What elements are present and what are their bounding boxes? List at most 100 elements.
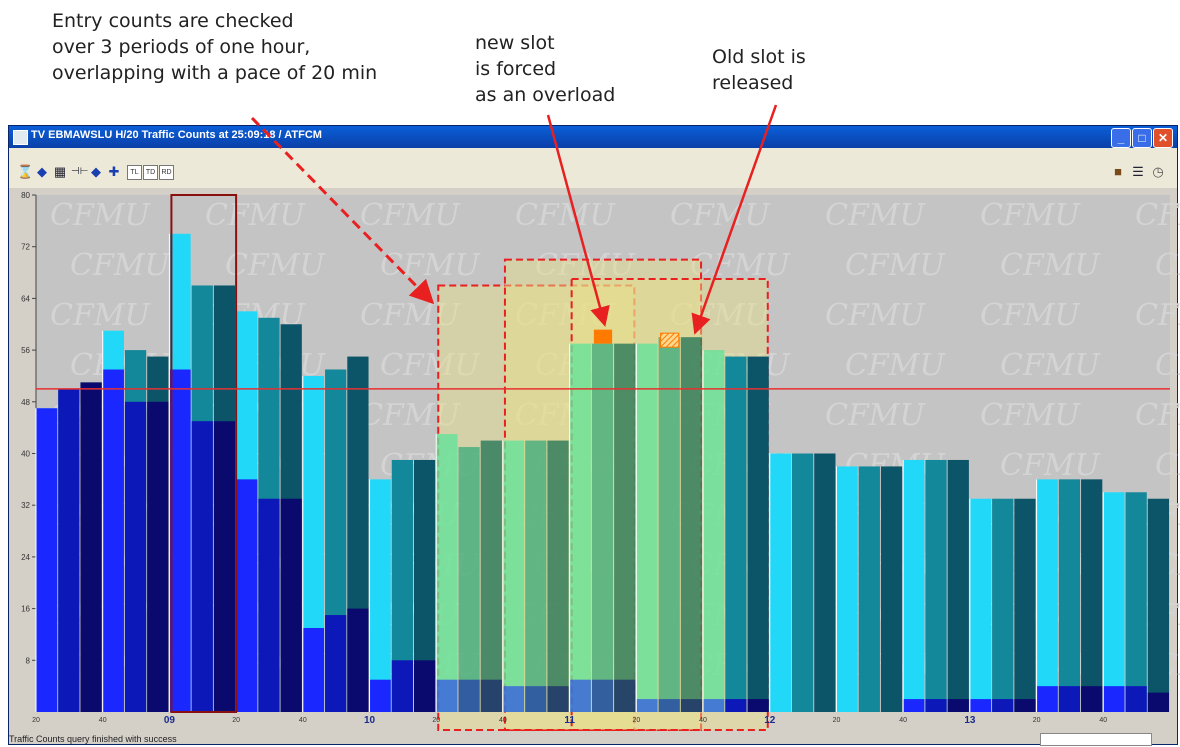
bar-inner-flow xyxy=(658,699,680,712)
crosshair-icon[interactable]: ✚ xyxy=(108,164,120,179)
highlight-box xyxy=(170,194,238,713)
bar-inner-flow xyxy=(1036,686,1058,712)
watermark-text: CFMU xyxy=(380,348,481,383)
bar xyxy=(1125,492,1147,712)
bar-inner-flow xyxy=(480,679,502,712)
watermark-text: CFMU xyxy=(670,198,771,233)
bar xyxy=(969,498,992,712)
watermark-text: CFMU xyxy=(50,298,151,333)
y-tick-label: 8 xyxy=(26,656,31,665)
tl-toggle-button[interactable]: TL xyxy=(127,165,142,180)
toolbar: ⌛ ◆ ▦ ⊣⊢ ◆ ✚ TL TD RD ■ ☰ ◷ xyxy=(9,148,1177,188)
bar-inner-flow xyxy=(302,627,325,712)
rd-toggle-button[interactable]: RD xyxy=(159,165,174,180)
x-minute-label: 20 xyxy=(432,717,440,724)
y-tick-label: 72 xyxy=(21,243,30,252)
hourglass-icon[interactable]: ⌛ xyxy=(17,164,34,179)
bar-inner-flow xyxy=(1081,686,1103,712)
split-icon[interactable]: ⊣⊢ xyxy=(71,166,89,177)
bar xyxy=(658,337,680,712)
watermark-text: CFMU xyxy=(1135,198,1180,233)
bar-inner-flow xyxy=(213,421,236,712)
bar-inner-flow xyxy=(369,679,391,712)
bar-inner-flow xyxy=(236,479,258,712)
diamond-icon[interactable]: ◆ xyxy=(91,164,101,179)
bar xyxy=(369,479,391,712)
bar-inner-flow xyxy=(347,608,369,712)
clock-icon[interactable]: ◷ xyxy=(1152,164,1164,179)
bar-inner-flow xyxy=(680,699,703,712)
bar-inner-flow xyxy=(969,699,992,712)
watermark-text: CFMU xyxy=(380,248,481,283)
x-minute-label: 40 xyxy=(499,717,507,724)
bar-inner-flow xyxy=(102,369,124,712)
annotation-new-slot: new slot is forced as an overload xyxy=(475,32,616,106)
bar-inner-flow xyxy=(502,686,525,712)
y-tick-label: 32 xyxy=(21,501,30,510)
grid-icon[interactable]: ▦ xyxy=(53,164,67,179)
bar-inner-flow xyxy=(703,699,725,712)
bar xyxy=(680,337,703,712)
bar-inner-flow xyxy=(525,686,547,712)
watermark-text: CFMU xyxy=(1000,348,1101,383)
bar xyxy=(436,434,458,712)
watermark-text: CFMU xyxy=(360,198,461,233)
bar-inner-flow xyxy=(547,686,569,712)
title-bar: TV EBMAWSLU H/20 Traffic Counts at 25:09… xyxy=(9,126,1177,148)
minimize-button[interactable]: _ xyxy=(1111,128,1131,148)
bar-inner-flow xyxy=(80,382,102,712)
x-minute-label: 20 xyxy=(1033,717,1041,724)
bar xyxy=(391,459,413,712)
bar-inner-flow xyxy=(391,660,413,712)
bar xyxy=(1081,479,1103,712)
watermark-text: CFMU xyxy=(825,198,926,233)
arrow-old-slot xyxy=(691,104,778,335)
forced-slot-marker xyxy=(593,329,613,344)
y-tick-label: 48 xyxy=(21,398,30,407)
bar xyxy=(1036,479,1058,712)
bar-inner-flow xyxy=(124,401,147,712)
bar-inner-flow xyxy=(1147,692,1169,712)
x-minute-label: 20 xyxy=(632,717,640,724)
x-hour-label: 13 xyxy=(964,715,976,726)
x-hour-label: 09 xyxy=(164,715,176,726)
bar xyxy=(591,343,614,712)
window-title: TV EBMAWSLU H/20 Traffic Counts at 25:09… xyxy=(31,129,322,141)
annotation-periods: Entry counts are checked over 3 periods … xyxy=(52,10,378,84)
watermark-text: CFMU xyxy=(980,298,1081,333)
bar xyxy=(1014,498,1036,712)
watermark-text: CFMU xyxy=(205,198,306,233)
bar xyxy=(725,356,747,712)
maximize-button[interactable]: □ xyxy=(1132,128,1152,148)
bar xyxy=(480,440,502,712)
bar-inner-flow xyxy=(258,498,280,712)
bar-inner-flow xyxy=(1058,686,1081,712)
bar-inner-flow xyxy=(191,421,213,712)
td-toggle-button[interactable]: TD xyxy=(143,165,158,180)
arrow-new-slot xyxy=(546,114,610,327)
diamond-icon[interactable]: ◆ xyxy=(37,164,47,179)
bar-inner-flow xyxy=(747,699,769,712)
watermark-text: CFMU xyxy=(1135,398,1180,433)
watermark-text: CFMU xyxy=(670,298,771,333)
watermark-text: CFMU xyxy=(980,198,1081,233)
bar-inner-flow xyxy=(925,699,947,712)
watermark-text: CFMU xyxy=(360,398,461,433)
watermark-text: CFMU xyxy=(1155,348,1180,383)
annotation-old-slot: Old slot is released xyxy=(712,46,806,94)
bar-inner-flow xyxy=(569,679,591,712)
close-button[interactable]: ✕ xyxy=(1153,128,1173,148)
bar-inner-flow xyxy=(325,615,347,712)
window-app-icon xyxy=(13,130,28,145)
list-icon[interactable]: ☰ xyxy=(1132,164,1144,179)
x-minute-label: 40 xyxy=(299,717,307,724)
bar xyxy=(1103,492,1125,712)
x-minute-label: 40 xyxy=(1099,717,1107,724)
bar xyxy=(992,498,1014,712)
y-tick-label: 40 xyxy=(21,450,30,459)
bar xyxy=(614,343,636,712)
x-minute-label: 40 xyxy=(99,717,107,724)
briefcase-icon[interactable]: ■ xyxy=(1114,164,1122,179)
bar-inner-flow xyxy=(591,679,614,712)
bar xyxy=(947,459,969,712)
